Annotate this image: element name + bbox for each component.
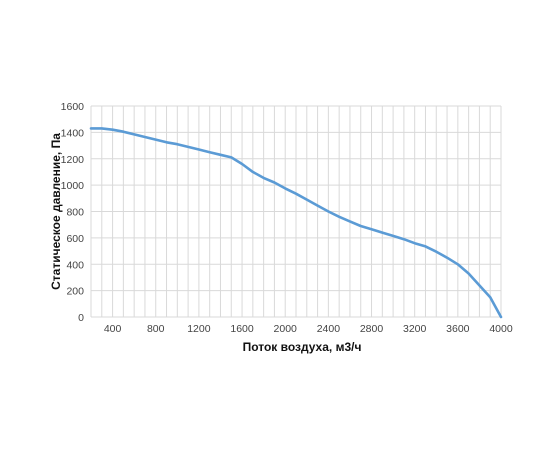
x-axis-ticks: 400 800 1200 1600 2000 2400 2800 3200 3600 4000 <box>104 323 513 335</box>
grid <box>90 105 502 318</box>
x-tick-label: 1200 <box>187 323 211 335</box>
y-tick-label: 800 <box>66 207 84 219</box>
x-tick-label: 2400 <box>317 323 341 335</box>
y-tick-label: 600 <box>66 233 84 245</box>
series-line <box>89 127 503 319</box>
x-tick-label: 2800 <box>360 323 384 335</box>
y-tick-label: 200 <box>66 286 84 298</box>
x-axis-title: Поток воздуха, м3/ч <box>243 340 362 354</box>
x-tick-label: 4000 <box>489 323 513 335</box>
x-tick-label: 2000 <box>274 323 298 335</box>
x-tick-label: 3600 <box>446 323 470 335</box>
x-tick-label: 800 <box>147 323 165 335</box>
y-tick-label: 1200 <box>61 154 85 166</box>
y-tick-label: 1000 <box>61 180 85 192</box>
series-layer <box>89 127 503 319</box>
x-tick-label: 400 <box>104 323 122 335</box>
y-tick-label: 400 <box>66 259 84 271</box>
y-axis-title: Статическое давление, Па <box>49 133 63 290</box>
x-tick-label: 3200 <box>403 323 427 335</box>
y-axis-ticks: 0 200 400 600 800 1000 1200 1400 1600 <box>61 101 85 324</box>
y-tick-label: 1600 <box>61 101 85 113</box>
x-tick-label: 1600 <box>230 323 254 335</box>
y-tick-label: 1400 <box>61 127 85 139</box>
y-tick-label: 0 <box>78 312 84 324</box>
